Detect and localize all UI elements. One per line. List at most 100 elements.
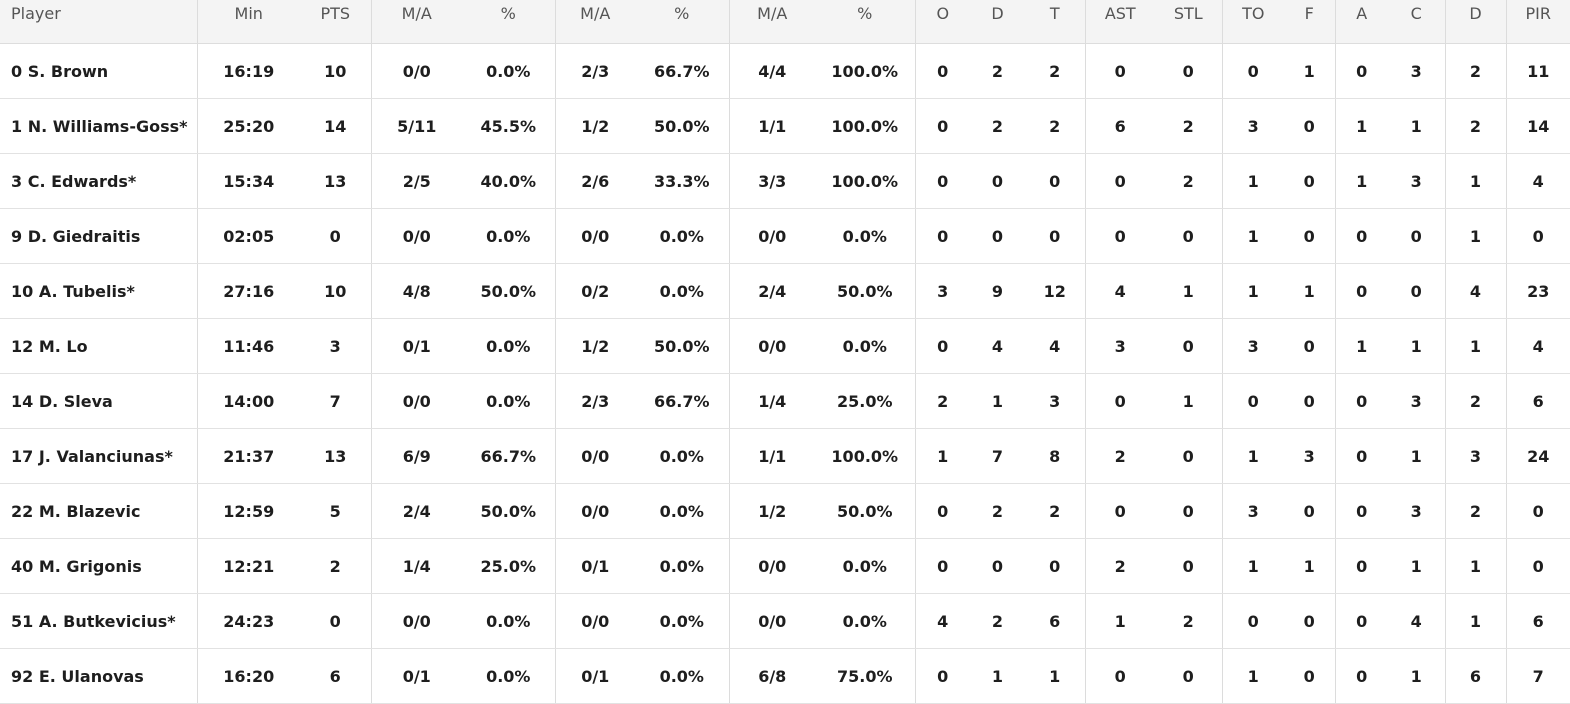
stat-cell: 0/0 [555,483,635,539]
player-row: 9 D. Giedraitis 02:05 0 0/0 0.0% 0/0 0.0% 0/0 0.… [0,208,1570,264]
stat-cell: 1 [1388,318,1446,374]
player-name: 1 N. Williams-Goss* [0,98,198,154]
stat-cell: 2/3 [555,43,635,99]
stat-cell: 1/2 [555,98,635,154]
column-header: % [815,0,916,44]
stat-cell: 0.0% [635,428,730,484]
stat-cell: 0 [915,318,970,374]
stat-cell: 33.3% [635,153,730,209]
stat-cell: 50.0% [815,263,916,319]
stat-cell: 16:20 [197,648,300,704]
stat-cell: 0 [1155,483,1223,539]
stat-cell: 12:21 [197,538,300,594]
stat-cell: 0/0 [371,43,462,99]
stat-cell: 0.0% [462,318,556,374]
stat-cell: 1/4 [729,373,815,429]
stat-cell: 0 [1284,648,1336,704]
stat-cell: 4 [915,593,970,649]
stat-cell: 2 [970,593,1025,649]
stat-cell: 1 [1155,263,1223,319]
stat-cell: 6 [1506,593,1570,649]
stat-cell: 0 [915,648,970,704]
column-header: D [970,0,1025,44]
player-row: 22 M. Blazevic 12:59 5 2/4 50.0% 0/0 0.0% 1/2 50… [0,483,1570,539]
stat-cell: 4 [1025,318,1086,374]
stat-cell: 75.0% [815,648,916,704]
player-row: 12 M. Lo 11:46 3 0/1 0.0% 1/2 50.0% 0/0 0.0% 0 4 4 3… [0,318,1570,374]
column-header: STL [1155,0,1223,44]
stat-cell: 0.0% [635,483,730,539]
stat-cell: 10 [300,263,372,319]
header-row: Player Min PTS M/A% M/A% M/A% O D T AST STL TO F A C D P… [0,0,1570,44]
stat-cell: 2 [1025,483,1086,539]
stat-cell: 0/1 [371,318,462,374]
stat-cell: 14 [1506,98,1570,154]
stat-cell: 3 [1445,428,1507,484]
stat-cell: 24:23 [197,593,300,649]
stat-cell: 0 [1085,373,1155,429]
stat-cell: 3 [1085,318,1155,374]
stat-cell: 6/9 [371,428,462,484]
stat-cell: 2 [1155,153,1223,209]
column-header: O [915,0,970,44]
stat-cell: 1/2 [555,318,635,374]
stat-cell: 1 [1222,153,1284,209]
stat-cell: 2 [970,483,1025,539]
stat-cell: 0 [1335,593,1388,649]
stat-cell: 0 [1335,43,1388,99]
stat-cell: 100.0% [815,428,916,484]
stat-cell: 0.0% [462,593,556,649]
stat-cell: 0 [1222,43,1284,99]
stat-cell: 0 [1506,538,1570,594]
stat-cell: 1 [1445,593,1507,649]
stat-cell: 2 [1155,593,1223,649]
stat-cell: 3 [915,263,970,319]
stat-cell: 2 [1085,428,1155,484]
stat-cell: 3/3 [729,153,815,209]
stat-cell: 3 [1222,98,1284,154]
column-header: Player [0,0,198,44]
stat-cell: 11:46 [197,318,300,374]
player-name: 3 C. Edwards* [0,153,198,209]
stat-cell: 100.0% [815,43,916,99]
stat-cell: 0 [970,208,1025,264]
stat-cell: 10 [300,43,372,99]
stat-cell: 13 [300,153,372,209]
stat-cell: 0/0 [555,593,635,649]
stat-cell: 2/5 [371,153,462,209]
stat-cell: 1 [1025,648,1086,704]
stat-cell: 1 [1335,98,1388,154]
stat-cell: 0 [1335,373,1388,429]
stat-cell: 1 [1222,208,1284,264]
stat-cell: 66.7% [635,373,730,429]
stat-cell: 1 [970,373,1025,429]
stat-cell: 1 [1222,428,1284,484]
stat-cell: 0.0% [815,318,916,374]
stat-cell: 0/0 [729,538,815,594]
stat-cell: 45.5% [462,98,556,154]
stat-cell: 2 [1155,98,1223,154]
stat-cell: 0/2 [555,263,635,319]
stat-cell: 0.0% [462,208,556,264]
stat-cell: 6 [1445,648,1507,704]
column-header: T [1025,0,1086,44]
stat-cell: 13 [300,428,372,484]
stat-cell: 0.0% [462,373,556,429]
stat-cell: 3 [1388,153,1446,209]
stat-cell: 1 [1445,538,1507,594]
player-row: 1 N. Williams-Goss* 25:20 14 5/11 45.5% 1/2 50… [0,98,1570,154]
stat-cell: 0 [1388,208,1446,264]
stat-cell: 1 [1388,428,1446,484]
stat-cell: 1 [1445,153,1507,209]
stat-cell: 2 [970,43,1025,99]
stat-cell: 0 [300,593,372,649]
stat-cell: 6/8 [729,648,815,704]
stat-cell: 0 [1155,318,1223,374]
column-header: M/A [371,0,462,44]
stat-cell: 50.0% [462,483,556,539]
stat-cell: 3 [300,318,372,374]
stat-cell: 8 [1025,428,1086,484]
stat-cell: 0 [1025,208,1086,264]
stat-cell: 3 [1284,428,1336,484]
